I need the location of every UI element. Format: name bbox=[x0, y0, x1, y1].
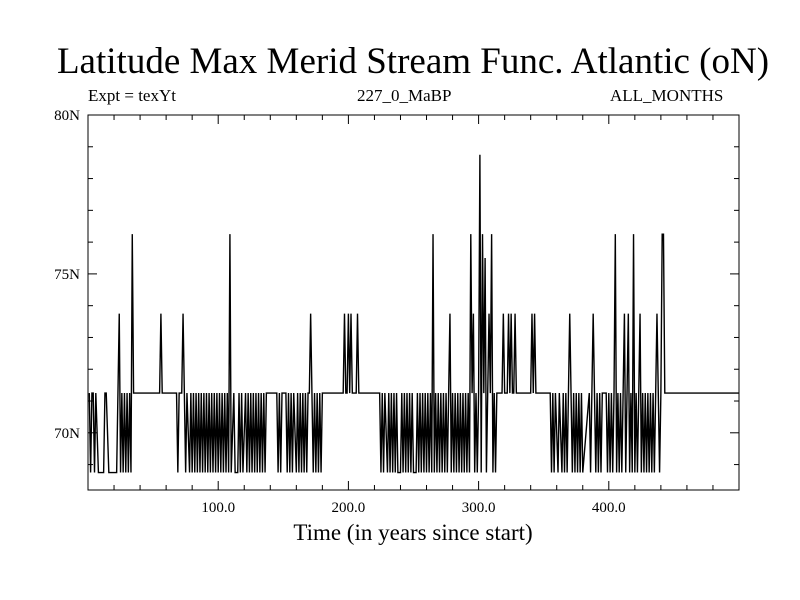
period-label: 227_0_MaBP bbox=[357, 86, 452, 105]
x-tick-label: 400.0 bbox=[592, 500, 626, 516]
series-line bbox=[88, 154, 739, 474]
plot-frame bbox=[87, 114, 740, 491]
chart-title: Latitude Max Merid Stream Func. Atlantic… bbox=[56, 41, 770, 82]
x-tick-label: 100.0 bbox=[201, 500, 235, 516]
y-tick-label: 80N bbox=[54, 108, 80, 124]
x-axis-label: Time (in years since start) bbox=[293, 520, 533, 545]
experiment-label: Expt = texYt bbox=[88, 86, 176, 105]
x-tick-label: 300.0 bbox=[462, 500, 496, 516]
x-tick-label: 200.0 bbox=[332, 500, 366, 516]
months-label: ALL_MONTHS bbox=[610, 86, 724, 105]
y-tick-label: 75N bbox=[54, 267, 80, 283]
y-tick-label: 70N bbox=[54, 426, 80, 442]
